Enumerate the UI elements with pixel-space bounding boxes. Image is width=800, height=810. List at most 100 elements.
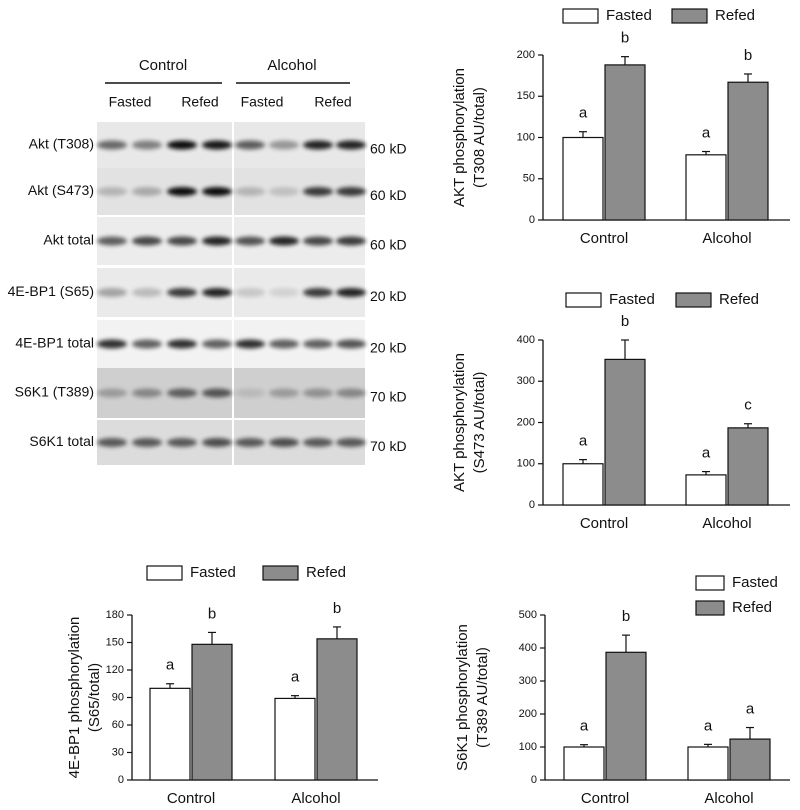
y-axis-label: S6K1 phosphorylation: [454, 624, 471, 771]
condition-label: Refed: [314, 94, 351, 110]
y-tick-label: 150: [517, 90, 535, 102]
x-tick-label: Control: [167, 790, 215, 807]
blot-band: [97, 438, 127, 447]
bar: [562, 136, 604, 221]
blot-band: [202, 236, 232, 246]
blot-band: [167, 438, 197, 447]
blot-band: [303, 388, 333, 398]
legend-swatch: [146, 565, 183, 581]
size-label: 20 kD: [370, 340, 407, 356]
blot-band: [235, 288, 265, 297]
bar: [685, 474, 727, 506]
legend-swatch: [675, 292, 712, 308]
blot-band: [97, 236, 127, 246]
significance-letter: a: [746, 700, 755, 717]
bar: [604, 64, 646, 221]
blot-band: [336, 388, 366, 398]
legend-label: Fasted: [609, 291, 655, 308]
group-label: Control: [139, 57, 187, 74]
blot-band: [269, 388, 299, 398]
x-tick-label: Control: [580, 515, 628, 532]
blot-band: [235, 187, 265, 196]
legend-label: Fasted: [606, 7, 652, 24]
blot-band: [303, 288, 333, 297]
y-axis-label: (S65/total): [86, 663, 103, 732]
y-tick-label: 100: [517, 458, 535, 470]
blot-band: [235, 140, 265, 150]
significance-letter: a: [704, 717, 713, 734]
blot-band: [97, 339, 127, 349]
y-tick-label: 180: [106, 609, 124, 621]
legend-swatch: [565, 292, 602, 308]
row-label: S6K1 (T389): [15, 384, 94, 400]
blot-band: [167, 388, 197, 398]
bar: [727, 427, 769, 506]
y-axis-label: (S473 AU/total): [471, 372, 488, 474]
y-tick-label: 400: [517, 334, 535, 346]
y-tick-label: 500: [519, 609, 537, 621]
blot-band: [336, 438, 366, 447]
legend-swatch: [562, 8, 599, 24]
blot-band: [132, 388, 162, 398]
significance-letter: b: [744, 47, 752, 64]
y-tick-label: 60: [112, 719, 124, 731]
row-label: 4E-BP1 total: [15, 335, 94, 351]
size-label: 70 kD: [370, 389, 407, 405]
significance-letter: a: [580, 718, 589, 735]
y-tick-label: 200: [517, 416, 535, 428]
bar: [604, 358, 646, 506]
significance-letter: a: [166, 657, 175, 674]
blot-band: [235, 438, 265, 447]
y-tick-label: 300: [519, 675, 537, 687]
y-tick-label: 150: [106, 636, 124, 648]
x-tick-label: Alcohol: [291, 790, 340, 807]
legend-swatch: [262, 565, 299, 581]
blot-band: [97, 388, 127, 398]
x-tick-label: Alcohol: [702, 515, 751, 532]
y-axis-label: AKT phosphorylation: [451, 68, 468, 207]
blot-band: [235, 236, 265, 246]
blot-band: [132, 438, 162, 447]
y-tick-label: 100: [519, 741, 537, 753]
legend-swatch: [695, 575, 725, 591]
blot-band: [132, 140, 162, 150]
bar: [563, 746, 605, 781]
blot-band: [269, 140, 299, 150]
bar: [191, 643, 233, 781]
blot-band: [167, 140, 197, 150]
blot-band: [269, 288, 299, 297]
condition-label: Refed: [181, 94, 218, 110]
blot-band: [132, 339, 162, 349]
y-tick-label: 0: [118, 774, 124, 786]
legend-label: Refed: [715, 7, 755, 24]
row-label: Akt total: [43, 232, 94, 248]
y-tick-label: 300: [517, 375, 535, 387]
legend-label: Refed: [719, 291, 759, 308]
significance-letter: a: [702, 124, 711, 141]
size-label: 60 kD: [370, 237, 407, 253]
blot-band: [202, 288, 232, 297]
x-tick-label: Control: [580, 230, 628, 247]
bar: [149, 687, 191, 781]
bar: [727, 81, 769, 221]
significance-letter: b: [333, 600, 341, 617]
blot-band: [269, 438, 299, 447]
blot-band: [167, 236, 197, 246]
x-tick-label: Alcohol: [702, 230, 751, 247]
size-label: 60 kD: [370, 187, 407, 203]
y-tick-label: 200: [517, 49, 535, 61]
blot-band: [202, 140, 232, 150]
bar: [274, 697, 316, 781]
condition-label: Fasted: [109, 94, 152, 110]
row-label: Akt (T308): [29, 136, 94, 152]
significance-letter: a: [702, 445, 711, 462]
row-label: S6K1 total: [29, 433, 94, 449]
blot-band: [132, 288, 162, 297]
significance-letter: a: [579, 433, 588, 450]
y-tick-label: 200: [519, 708, 537, 720]
blot-band: [202, 438, 232, 447]
blot-band: [336, 288, 366, 297]
y-tick-label: 30: [112, 746, 124, 758]
blot-band: [336, 140, 366, 150]
blot-band: [167, 288, 197, 297]
